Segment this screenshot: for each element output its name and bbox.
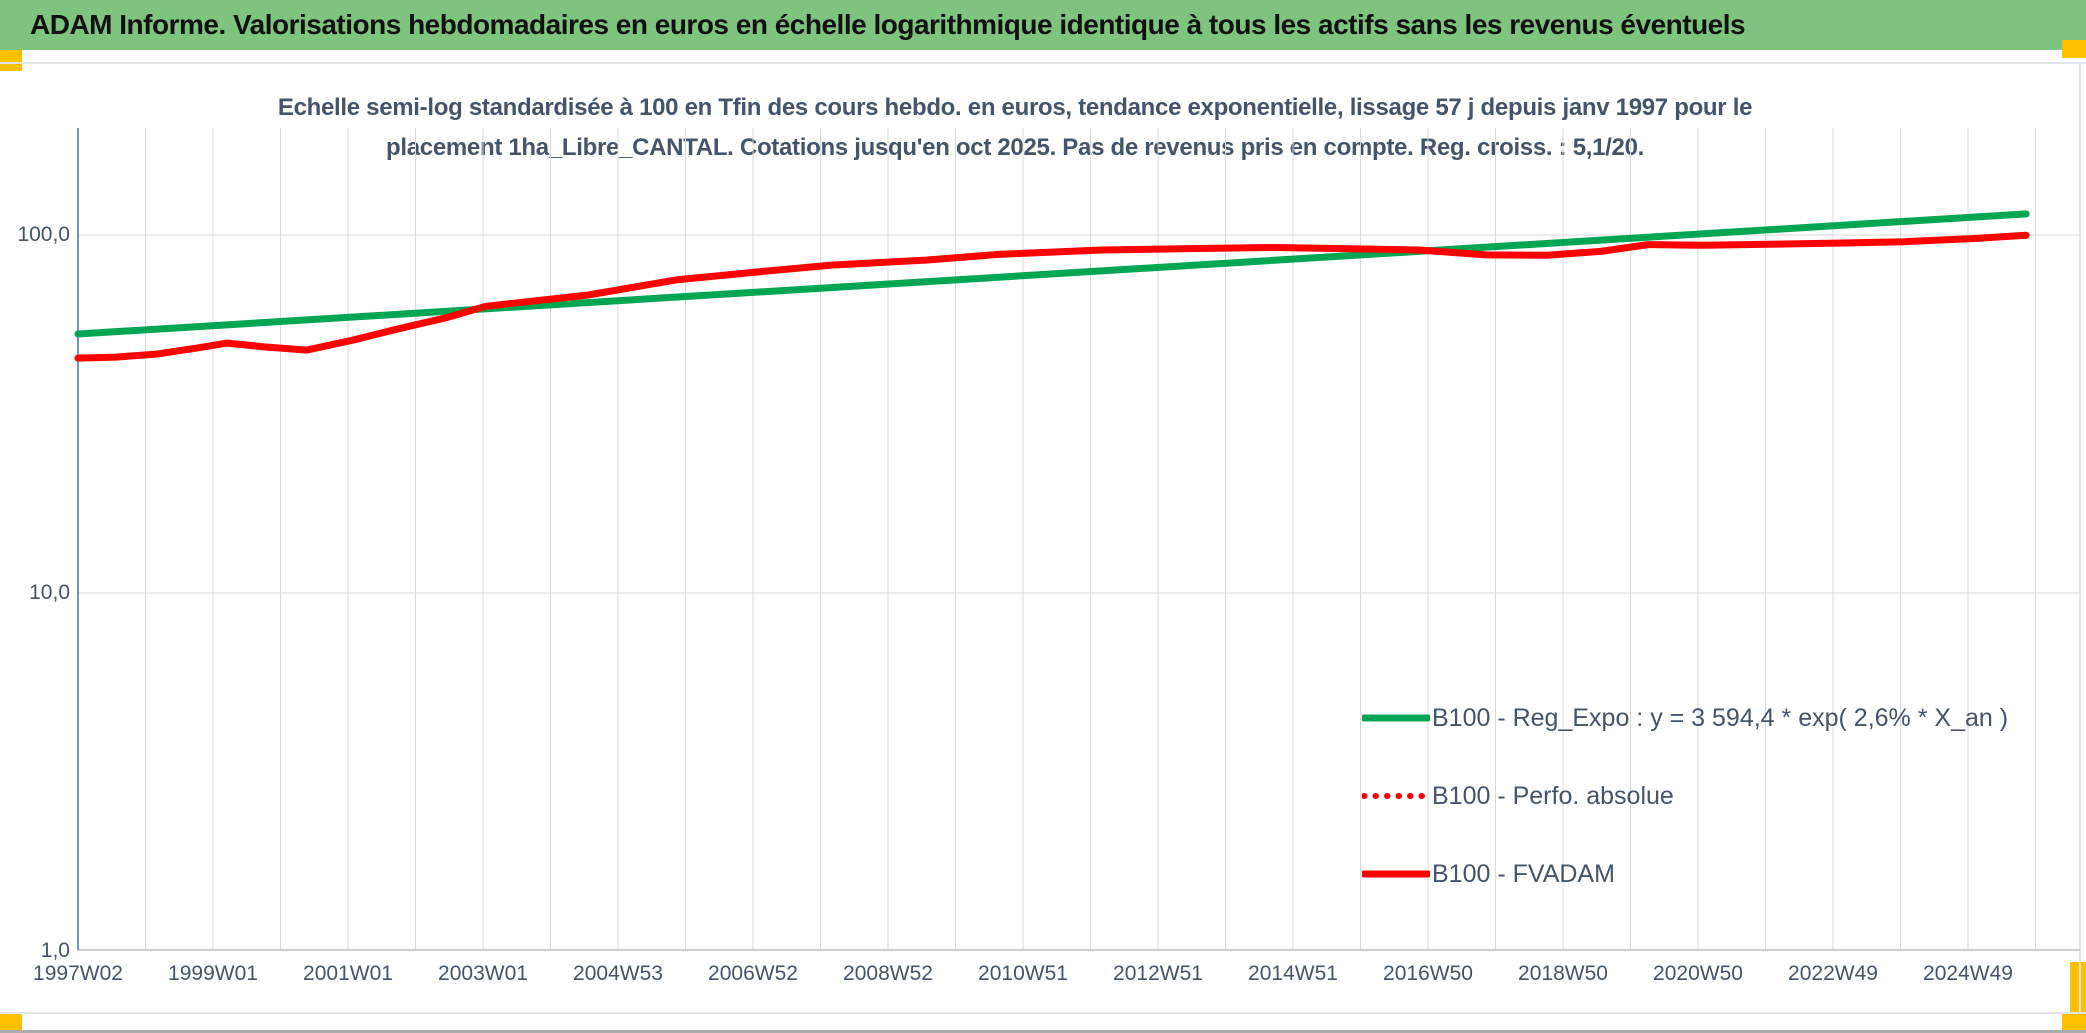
legend-marker-dotted-red-icon — [1362, 793, 1430, 799]
page-bottom-edge — [0, 1030, 2086, 1033]
legend: B100 - Reg_Expo : y = 3 594,4 * exp( 2,6… — [1362, 679, 2008, 913]
legend-marker-solid-green-icon — [1362, 714, 1430, 722]
x-axis-label: 2020W50 — [1653, 962, 1743, 985]
chart-title: Echelle semi-log standardisée à 100 en T… — [230, 88, 1800, 168]
x-axis-label: 2010W51 — [978, 962, 1068, 985]
series-line-0 — [74, 210, 2030, 338]
x-axis-label: 2018W50 — [1518, 962, 1608, 985]
x-axis-label: 2008W52 — [843, 962, 933, 985]
x-axis-label: 2016W50 — [1383, 962, 1473, 985]
x-axis-label: 2024W49 — [1923, 962, 2013, 985]
x-axis-label: 2012W51 — [1113, 962, 1203, 985]
x-axis-label: 1999W01 — [168, 962, 258, 985]
chart-frame-bottom-border — [0, 1012, 2086, 1014]
chart-frame-right-border — [2079, 62, 2081, 1012]
chart-title-line2: placement 1ha_Libre_CANTAL. Cotations ju… — [386, 134, 1644, 161]
x-axis-label: 2004W53 — [573, 962, 663, 985]
legend-label: B100 - Perfo. absolue — [1432, 781, 1674, 810]
legend-item: B100 - Reg_Expo : y = 3 594,4 * exp( 2,6… — [1362, 679, 2008, 757]
y-axis-label: 10,0 — [29, 581, 70, 604]
series-line-2 — [74, 231, 2030, 362]
x-axis-label: 1997W02 — [33, 962, 123, 985]
accent-strip-right-edge — [2070, 962, 2086, 1012]
header-bar: ADAM Informe. Valorisations hebdomadaire… — [0, 0, 2086, 50]
y-axis-label: 1,0 — [40, 939, 70, 962]
accent-square-top-right — [2062, 40, 2086, 58]
chart-title-line1: Echelle semi-log standardisée à 100 en T… — [277, 94, 1753, 121]
legend-item: B100 - Perfo. absolue — [1362, 757, 2008, 835]
legend-marker-solid-red-icon — [1362, 870, 1430, 878]
x-axis-label: 2014W51 — [1248, 962, 1338, 985]
x-axis-label: 2006W52 — [708, 962, 798, 985]
accent-square-bottom-left — [0, 1014, 22, 1031]
accent-square-bottom-right — [2062, 1014, 2086, 1031]
accent-square-top-left — [0, 50, 22, 71]
legend-item: B100 - FVADAM — [1362, 835, 2008, 913]
y-axis-label: 100,0 — [17, 223, 70, 246]
x-axis-label: 2001W01 — [303, 962, 393, 985]
page-title: ADAM Informe. Valorisations hebdomadaire… — [30, 9, 1746, 40]
x-axis-label: 2003W01 — [438, 962, 528, 985]
chart-frame-top-border — [0, 62, 2086, 64]
legend-label: B100 - FVADAM — [1432, 859, 1615, 888]
legend-label: B100 - Reg_Expo : y = 3 594,4 * exp( 2,6… — [1432, 703, 2009, 732]
x-axis-label: 2022W49 — [1788, 962, 1878, 985]
